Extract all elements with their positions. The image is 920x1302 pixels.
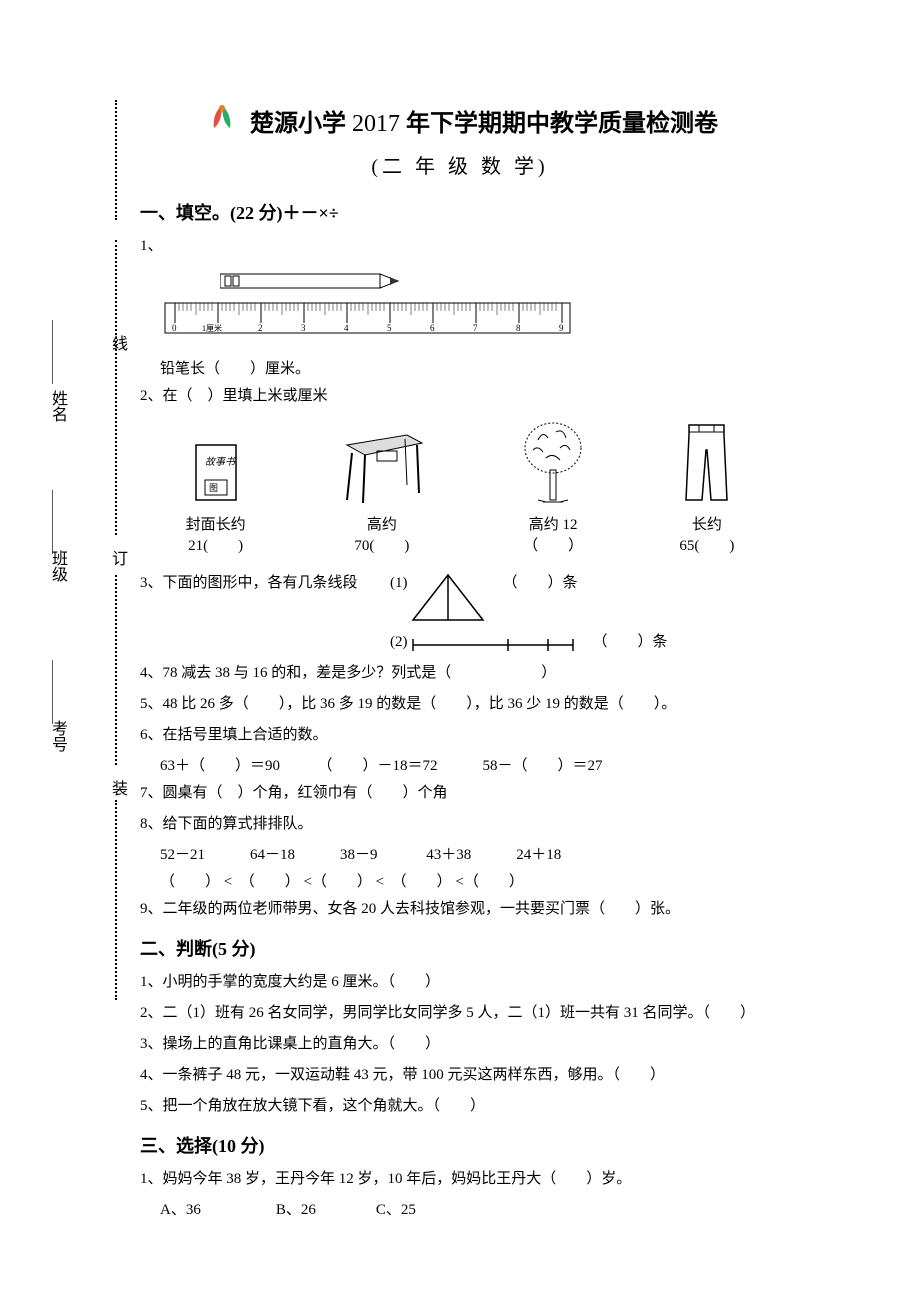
q3: 3、下面的图形中，各有几条线段 [140,570,390,597]
svg-text:0: 0 [172,323,177,333]
school-name: 楚源小学 [250,111,346,137]
underline-2: ＿＿＿＿ [45,490,69,554]
year-text: 2017 [352,111,406,137]
s3-q1: 1、妈妈今年 38 岁，王丹今年 12 岁，10 年后，妈妈比王丹大（ ）岁。 [140,1166,780,1193]
pencil-icon [220,270,400,292]
s3-q1-options: A、36 B、26 C、25 [140,1197,780,1224]
svg-text:5: 5 [387,323,392,333]
desk-icon [337,425,427,505]
tree-label1: 高约 12 [518,513,588,534]
title-suffix: 年下学期期中教学质量检测卷 [406,111,718,137]
title-row: 楚源小学 2017 年下学期期中教学质量检测卷 [140,100,780,140]
q5: 5、48 比 26 多（ ），比 36 多 19 的数是（ ），比 36 少 1… [140,691,780,718]
svg-text:6: 6 [430,323,435,333]
q1-label: 1、 [140,233,780,260]
dotted-4 [115,800,117,1000]
q8-line2: （ ） < （ ） <（ ） < （ ） <（ ） [140,869,780,896]
q2: 2、在（ ）里填上米或厘米 [140,383,780,410]
shape1-label: (1) [390,570,408,597]
book-label1: 封面长约 [186,513,246,534]
tree-label2: （ ） [518,534,588,555]
ruler-figure: 0 1厘米 2 3 4 5 6 7 8 9 [160,270,780,346]
title-text: 楚源小学 2017 年下学期期中教学质量检测卷 [250,103,718,138]
dotted-3 [115,575,117,765]
tree-item: 高约 12 （ ） [518,425,588,555]
shape2-answer: （ ）条 [593,629,668,656]
q6-sub: 63＋（ ）＝90 （ ）－18＝72 58－（ ）＝27 [140,753,780,780]
desk-label1: 高约 [337,513,427,534]
book-icon: 故事书 图 [191,440,241,505]
shape1-answer: （ ）条 [503,570,578,597]
line-shape [408,633,578,653]
triangle-shape [408,570,488,625]
svg-text:1厘米: 1厘米 [202,323,222,333]
dotted-1 [115,100,117,220]
tree-icon [518,420,588,505]
book-item: 故事书 图 封面长约 21( ) [186,425,246,555]
svg-text:9: 9 [559,323,564,333]
s2-q4: 4、一条裤子 48 元，一双运动鞋 43 元，带 100 元买这两样东西，够用。… [140,1062,780,1089]
section2-header: 二、判断(5 分) [140,935,780,961]
q3-row2: (2) （ ）条 [140,629,780,656]
q8-line1: 52－21 64－18 38－9 43＋38 24＋18 [140,842,780,869]
q1-text: 铅笔长（ ）厘米。 [140,356,780,383]
s2-q2: 2、二（1）班有 26 名女同学，男同学比女同学多 5 人，二（1）班一共有 3… [140,1000,780,1027]
char-ding: 订 [105,550,129,566]
svg-text:3: 3 [301,323,306,333]
pants-icon [679,420,734,505]
q9: 9、二年级的两位老师带男、女各 20 人去科技馆参观，一共要买门票（ ）张。 [140,896,780,923]
shape2-label: (2) [390,629,408,656]
svg-text:故事书: 故事书 [205,456,237,468]
svg-text:4: 4 [344,323,349,333]
s2-q5: 5、把一个角放在放大镜下看，这个角就大。（ ） [140,1093,780,1120]
book-label2: 21( ) [186,534,246,555]
underline-3: ＿＿＿＿ [45,320,69,384]
label-banji: 班级 [45,550,69,582]
label-kaohao: 考号 [45,720,69,752]
q4: 4、78 减去 38 与 16 的和，差是多少？列式是（ ） [140,660,780,687]
desk-item: 高约 70( ) [337,425,427,555]
section1-header: 一、填空。(22 分)＋－×÷ [140,199,780,225]
svg-text:8: 8 [516,323,521,333]
pants-label2: 65( ) [679,534,734,555]
svg-text:2: 2 [258,323,263,333]
ruler-icon: 0 1厘米 2 3 4 5 6 7 8 9 [160,301,580,341]
svg-text:图: 图 [209,483,218,493]
q6: 6、在括号里填上合适的数。 [140,722,780,749]
svg-text:7: 7 [473,323,478,333]
main-content: 楚源小学 2017 年下学期期中教学质量检测卷 (二 年 级 数 学) 一、填空… [140,100,780,1224]
binding-margin: 考号 ＿＿＿＿ 班级 ＿＿＿＿ 姓名 ＿＿＿＿ 装 订 线 [45,100,125,1050]
s2-q3: 3、操场上的直角比课桌上的直角大。（ ） [140,1031,780,1058]
school-logo [202,100,242,140]
subtitle: (二 年 级 数 学) [140,150,780,179]
s2-q1: 1、小明的手掌的宽度大约是 6 厘米。（ ） [140,969,780,996]
label-xingming: 姓名 [45,390,69,422]
dotted-2 [115,240,117,535]
section3-header: 三、选择(10 分) [140,1132,780,1158]
pants-label1: 长约 [679,513,734,534]
q7: 7、圆桌有（ ）个角，红领巾有（ ）个角 [140,780,780,807]
q8: 8、给下面的算式排排队。 [140,811,780,838]
underline-1: ＿＿＿＿ [45,660,69,724]
q2-images: 故事书 图 封面长约 21( ) 高约 70( ) [140,425,780,555]
char-zhuang: 装 [105,780,129,796]
desk-label2: 70( ) [337,534,427,555]
char-xian: 线 [105,335,129,351]
q3-row: 3、下面的图形中，各有几条线段 (1) （ ）条 [140,570,780,625]
pants-item: 长约 65( ) [679,425,734,555]
